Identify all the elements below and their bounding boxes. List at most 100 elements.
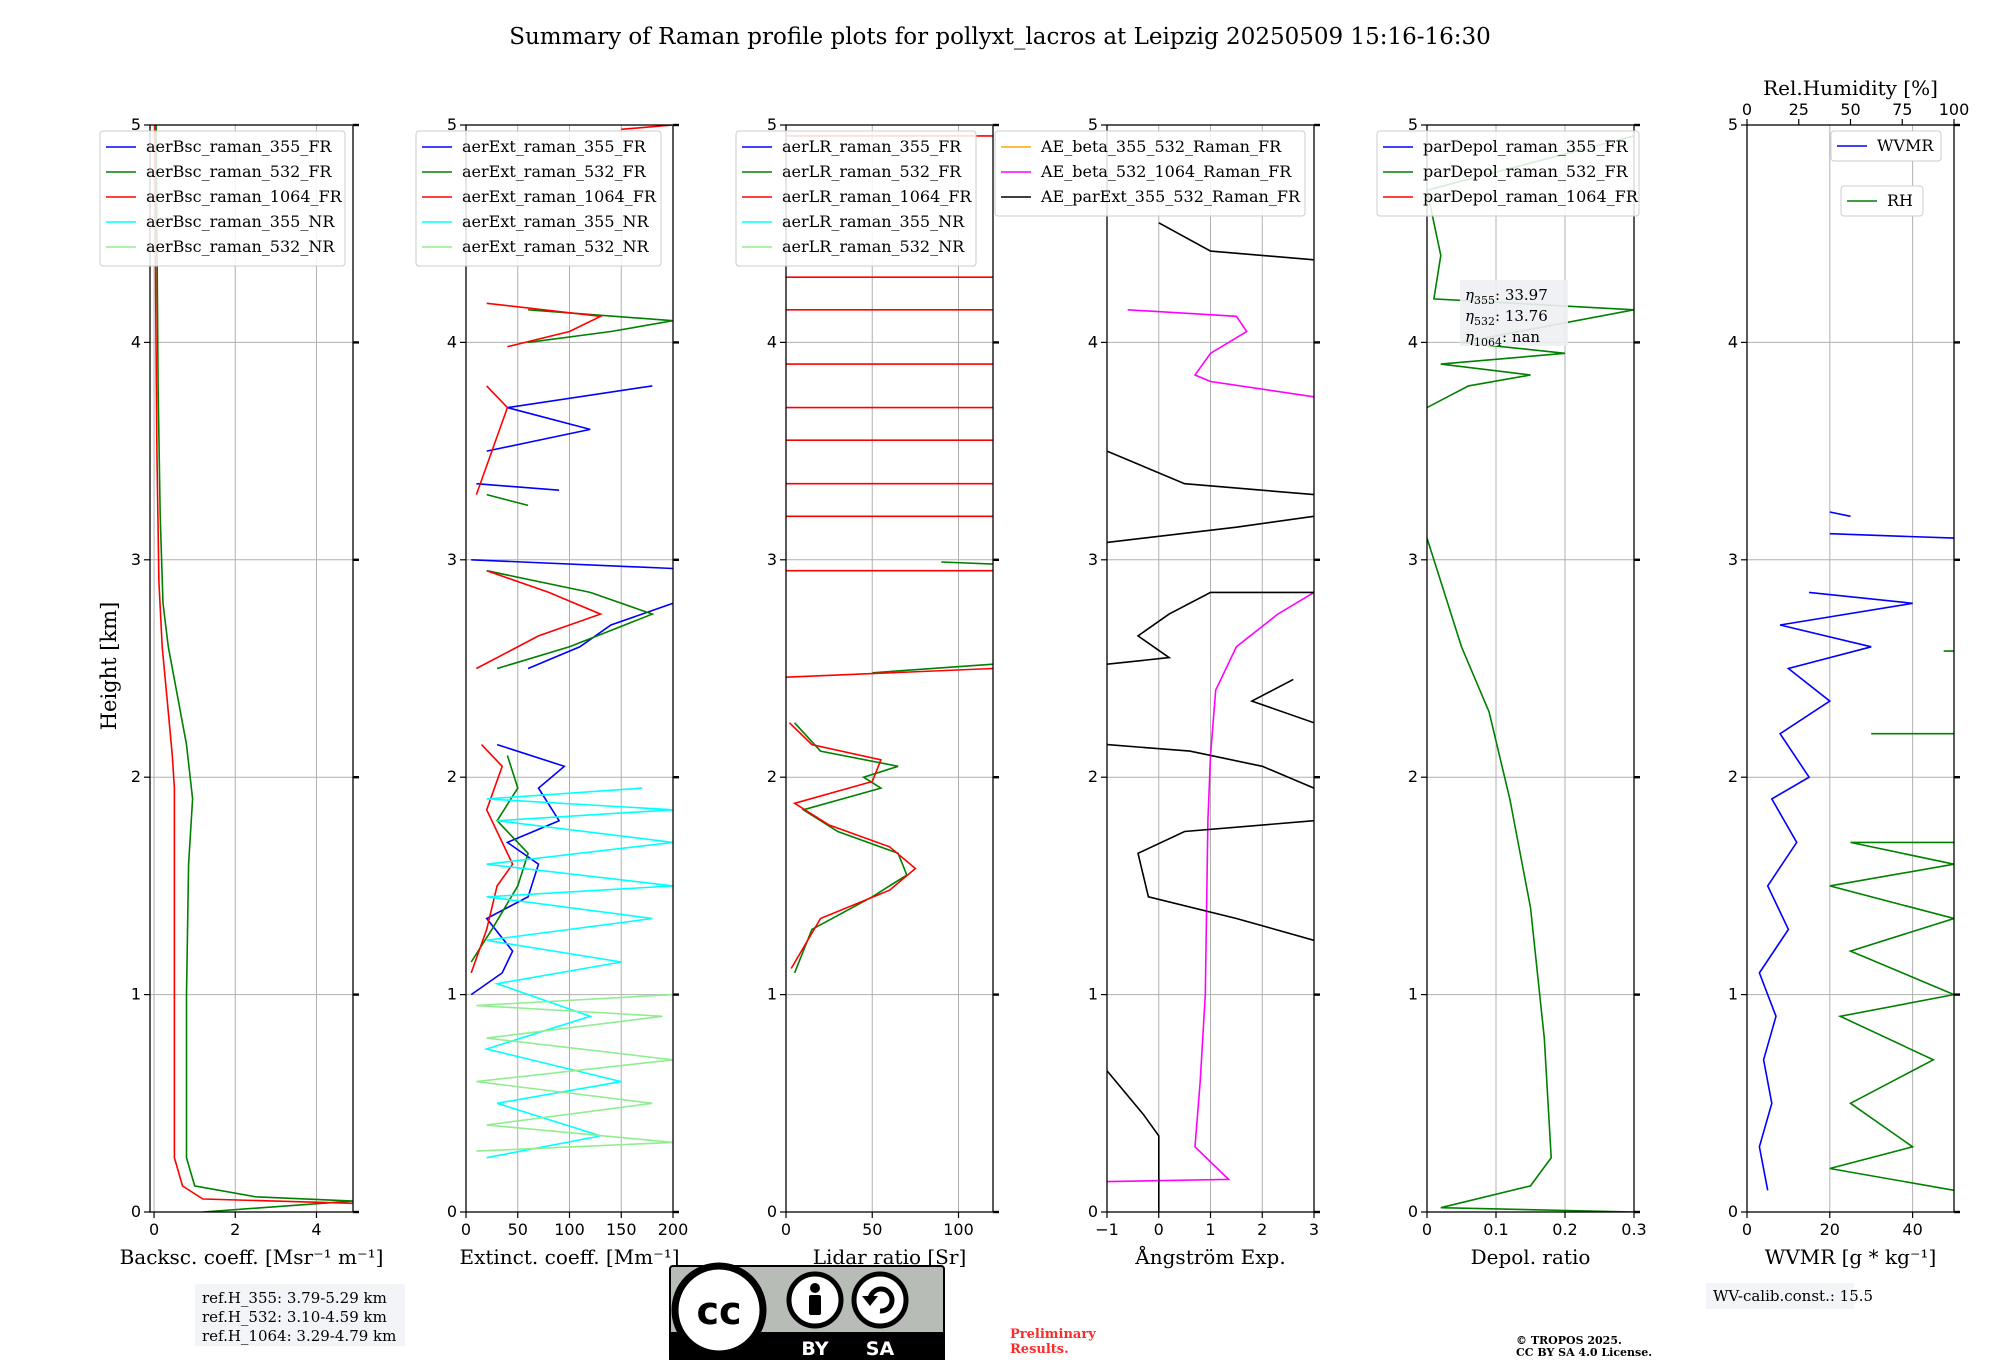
legend-label: aerBsc_raman_355_NR xyxy=(146,212,335,231)
x-axis-label: Ångström Exp. xyxy=(1134,1244,1285,1269)
legend: AE_beta_355_532_Raman_FR AE_beta_532_1064… xyxy=(994,130,1306,217)
legend-label: aerBsc_raman_355_FR xyxy=(146,137,332,156)
legend-label: aerBsc_raman_532_FR xyxy=(146,162,332,181)
ref-height-1064: ref.H_1064: 3.29-4.79 km xyxy=(202,1327,396,1345)
legend: aerExt_raman_355_FR aerExt_raman_532_FRae… xyxy=(415,130,662,267)
legend-label: aerLR_raman_532_NR xyxy=(782,237,965,256)
x-tick-label: −1 xyxy=(1095,1220,1119,1239)
series-line-aerExt_raman_355_FR xyxy=(470,385,673,996)
series-group xyxy=(154,125,353,1212)
eta-subscript: 532 xyxy=(1474,315,1495,328)
x-tick-label: 150 xyxy=(606,1220,637,1239)
series-group xyxy=(1758,511,1954,1192)
x-tick-label: 0 xyxy=(781,1220,791,1239)
y-tick-label: 3 xyxy=(447,550,457,569)
x-axis-label: Backsc. coeff. [Msr⁻¹ m⁻¹] xyxy=(120,1245,384,1269)
y-tick-label: 5 xyxy=(1408,115,1418,134)
y-tick-label: 0 xyxy=(1088,1202,1098,1221)
y-tick-label: 1 xyxy=(447,985,457,1004)
badge-sa-label: SA xyxy=(866,1338,895,1360)
legend-box xyxy=(994,130,1306,217)
y-tick-label: 3 xyxy=(1728,550,1738,569)
panel-frame xyxy=(149,124,354,1213)
y-tick-label: 3 xyxy=(767,550,777,569)
top-x-tick-label: 0 xyxy=(1742,100,1752,119)
cc-icon xyxy=(671,1262,767,1358)
legend-label: parDepol_raman_532_FR xyxy=(1423,162,1629,181)
y-tick-label: 4 xyxy=(447,332,457,351)
x-tick-label: 0 xyxy=(461,1220,471,1239)
legend-label: aerExt_raman_355_FR xyxy=(462,137,647,156)
ref-height-box-bg xyxy=(195,1284,405,1346)
x-axis-label: Extinct. coeff. [Mm⁻¹] xyxy=(459,1245,679,1269)
y-tick-label: 1 xyxy=(1088,985,1098,1004)
y-tick-label: 2 xyxy=(1728,767,1738,786)
series-line-RH xyxy=(1829,650,1954,1192)
cc-by-sa-badge: cc BY SA xyxy=(669,1262,945,1360)
eta-subscript: 355 xyxy=(1474,294,1495,307)
legend-label: aerExt_raman_1064_FR xyxy=(462,187,657,206)
legend-box xyxy=(735,130,977,267)
x-tick-label: 0.3 xyxy=(1621,1220,1646,1239)
x-tick-label: 2 xyxy=(1257,1220,1267,1239)
eta-symbol: η xyxy=(1465,328,1474,346)
top-x-tick-label: 50 xyxy=(1840,100,1860,119)
top-x-axis-label: Rel.Humidity [%] xyxy=(1763,76,1938,100)
y-tick-label: 4 xyxy=(1408,332,1418,351)
panel-6: 0 20 40 0 1 2 3 4 5 WVMR [g * kg⁻¹] 0 25 50 75 100Rel.… xyxy=(1728,76,1969,1269)
person-icon-body xyxy=(809,1295,821,1315)
legend-label: AE_parExt_355_532_Raman_FR xyxy=(1040,187,1301,206)
legend-label: aerLR_raman_355_NR xyxy=(782,212,965,231)
y-tick-label: 0 xyxy=(1728,1202,1738,1221)
x-tick-label: 50 xyxy=(862,1220,882,1239)
eta-value: : 33.97 xyxy=(1495,286,1548,304)
panel-5: 0 0.1 0.2 0.3 0 1 2 3 4 5 Depol. ratio parDepol_ram… xyxy=(1376,115,1647,1269)
y-tick-label: 2 xyxy=(1088,767,1098,786)
series-line-aerExt_raman_532_NR xyxy=(476,993,673,1152)
y-tick-label: 5 xyxy=(1728,115,1738,134)
x-axis-label: WVMR [g * kg⁻¹] xyxy=(1765,1245,1937,1269)
eta-line: η532: 13.76 xyxy=(1465,307,1548,328)
x-tick-label: 0.2 xyxy=(1552,1220,1577,1239)
y-tick-label: 2 xyxy=(767,767,777,786)
y-tick-label: 2 xyxy=(447,767,457,786)
series-line-aerExt_raman_355_NR xyxy=(483,787,673,1159)
x-tick-label: 2 xyxy=(230,1220,240,1239)
copyright-line-2: CC BY SA 4.0 License. xyxy=(1516,1346,1652,1359)
badge-by-label: BY xyxy=(801,1338,828,1360)
x-tick-label: 0.1 xyxy=(1483,1220,1508,1239)
eta-value: : nan xyxy=(1502,328,1540,346)
series-line-aerLR_raman_532_FR xyxy=(793,561,993,974)
top-x-tick-label: 25 xyxy=(1789,100,1809,119)
x-tick-label: 100 xyxy=(943,1220,974,1239)
share-alike-icon-arrow xyxy=(862,1296,878,1306)
panel-frame xyxy=(1426,124,1635,1213)
share-alike-icon xyxy=(851,1271,909,1329)
y-tick-label: 0 xyxy=(767,1202,777,1221)
legend-box xyxy=(1840,185,1924,217)
series-group xyxy=(786,135,993,974)
y-tick-label: 2 xyxy=(131,767,141,786)
y-tick-label: 0 xyxy=(447,1202,457,1221)
legend-label: aerLR_raman_532_FR xyxy=(782,162,962,181)
series-group xyxy=(470,125,673,1159)
y-tick-label: 3 xyxy=(1088,550,1098,569)
preliminary-line-1: Preliminary xyxy=(1010,1327,1096,1342)
legend-label: aerBsc_raman_1064_FR xyxy=(146,187,343,206)
legend-box xyxy=(1830,130,1942,162)
x-tick-label: 40 xyxy=(1902,1220,1922,1239)
series-line-aerExt_raman_1064_FR xyxy=(470,125,673,974)
person-icon-head xyxy=(810,1283,820,1293)
figure-title: Summary of Raman profile plots for polly… xyxy=(509,24,1491,50)
y-tick-label: 4 xyxy=(1728,332,1738,351)
ref-height-box: ref.H_355: 3.79-5.29 km ref.H_532: 3.10-… xyxy=(195,1284,405,1346)
x-tick-label: 1 xyxy=(1205,1220,1215,1239)
series-line-aerLR_raman_1064_FR xyxy=(786,135,993,969)
legend: parDepol_raman_355_FR parDepol_raman_532_… xyxy=(1376,130,1640,217)
x-tick-label: 0 xyxy=(1742,1220,1752,1239)
y-tick-label: 3 xyxy=(1408,550,1418,569)
y-tick-label: 1 xyxy=(1408,985,1418,1004)
x-tick-label: 20 xyxy=(1820,1220,1840,1239)
